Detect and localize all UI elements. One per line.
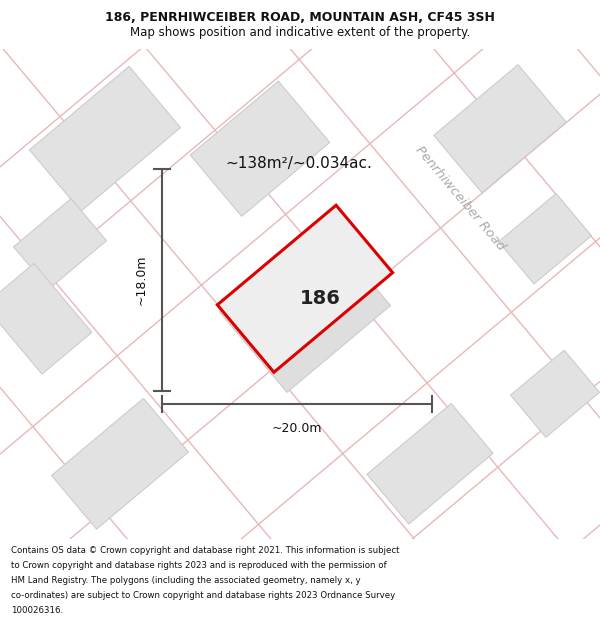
- Text: 100026316.: 100026316.: [11, 606, 63, 614]
- Polygon shape: [499, 194, 592, 284]
- Text: to Crown copyright and database rights 2023 and is reproduced with the permissio: to Crown copyright and database rights 2…: [11, 561, 386, 569]
- Polygon shape: [29, 66, 181, 211]
- Polygon shape: [511, 350, 599, 438]
- Polygon shape: [220, 225, 391, 392]
- Text: ~20.0m: ~20.0m: [272, 422, 322, 435]
- Polygon shape: [14, 199, 106, 289]
- Text: Contains OS data © Crown copyright and database right 2021. This information is : Contains OS data © Crown copyright and d…: [11, 546, 400, 554]
- Text: ~138m²/~0.034ac.: ~138m²/~0.034ac.: [225, 156, 372, 171]
- Text: 186: 186: [299, 289, 340, 308]
- Text: ~18.0m: ~18.0m: [135, 254, 148, 305]
- Text: 186, PENRHIWCEIBER ROAD, MOUNTAIN ASH, CF45 3SH: 186, PENRHIWCEIBER ROAD, MOUNTAIN ASH, C…: [105, 11, 495, 24]
- Text: Penrhiwceiber Road: Penrhiwceiber Road: [413, 144, 508, 254]
- Text: co-ordinates) are subject to Crown copyright and database rights 2023 Ordnance S: co-ordinates) are subject to Crown copyr…: [11, 591, 395, 599]
- Polygon shape: [52, 398, 188, 529]
- Polygon shape: [367, 404, 493, 524]
- Polygon shape: [190, 81, 330, 216]
- Polygon shape: [217, 205, 392, 372]
- Polygon shape: [0, 263, 92, 374]
- Text: HM Land Registry. The polygons (including the associated geometry, namely x, y: HM Land Registry. The polygons (includin…: [11, 576, 361, 584]
- Text: Map shows position and indicative extent of the property.: Map shows position and indicative extent…: [130, 26, 470, 39]
- Polygon shape: [434, 64, 566, 193]
